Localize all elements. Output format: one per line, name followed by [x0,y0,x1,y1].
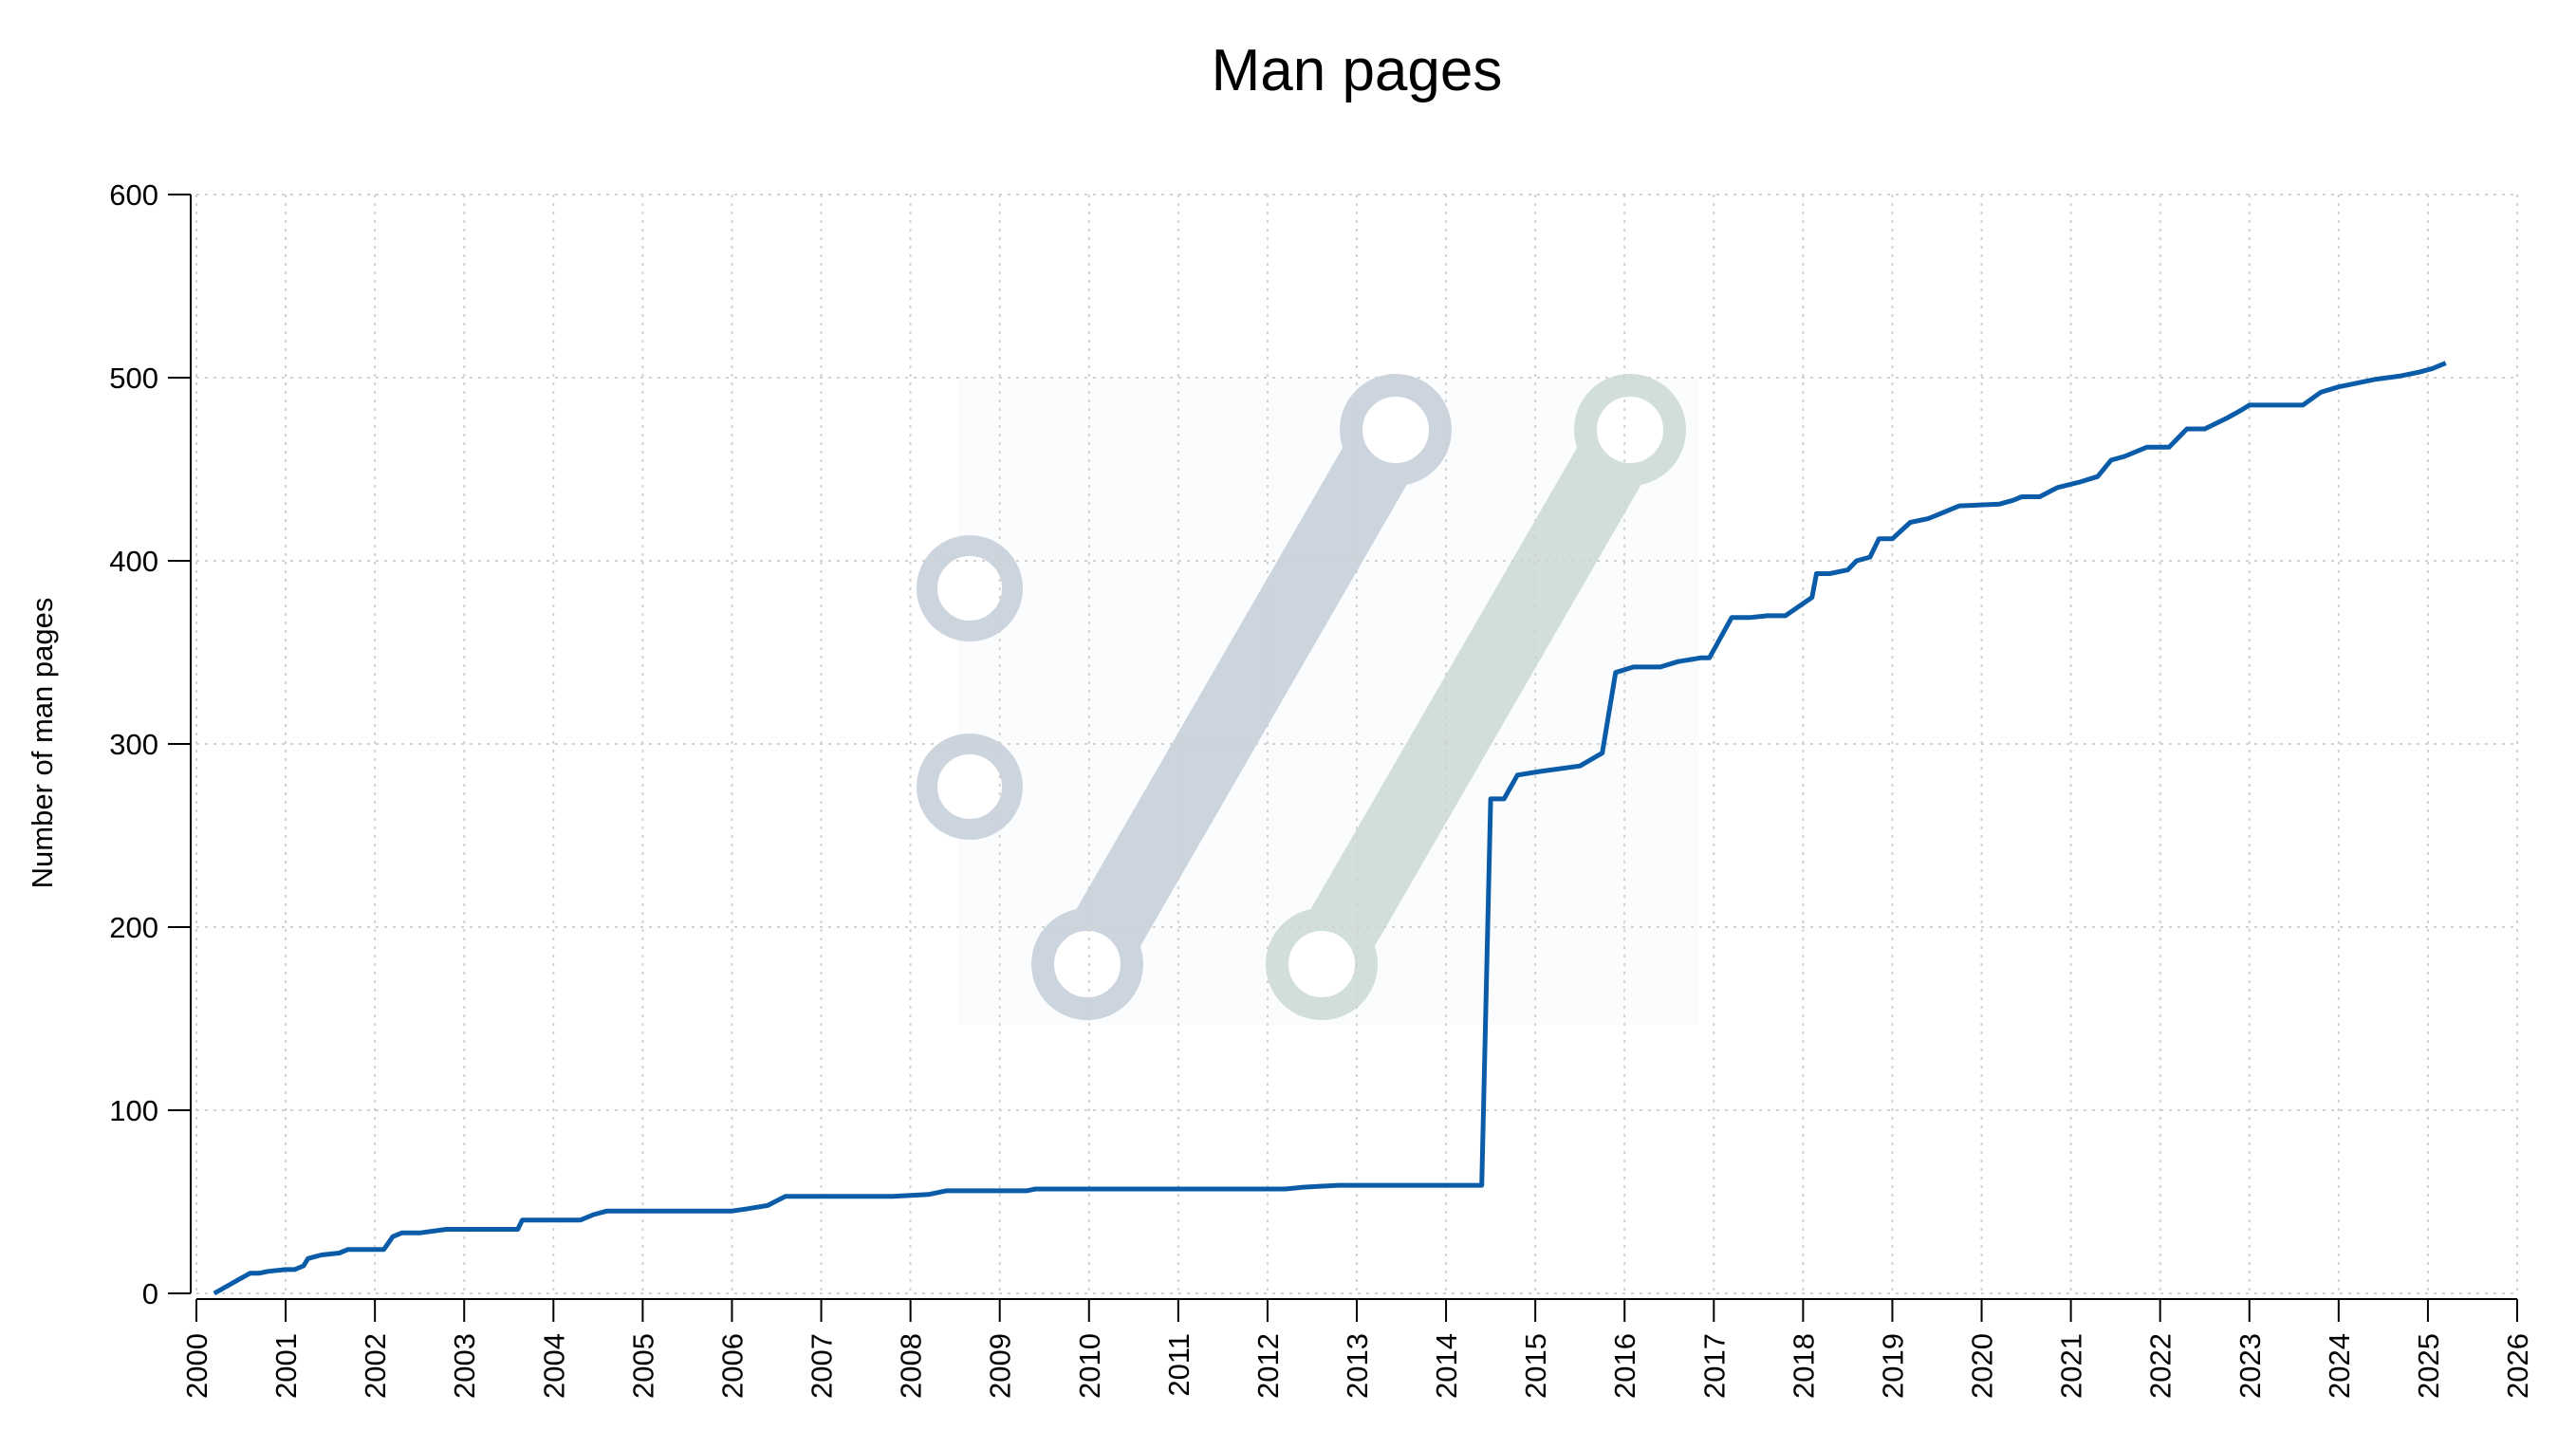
x-tick-label: 2012 [1251,1333,1285,1399]
y-tick-label: 400 [109,545,158,578]
x-tick-label: 2020 [1966,1333,1999,1399]
x-tick-label: 2004 [537,1333,570,1399]
x-tick-label: 2009 [984,1333,1017,1399]
y-axis-ticks: 0 100 200 300 400 500 600 [109,178,191,1310]
x-tick-label: 2006 [715,1333,749,1399]
grid-lines [195,194,2518,1294]
x-tick-label: 2007 [806,1333,839,1399]
x-tick-label: 2008 [895,1333,928,1399]
x-tick-label: 2014 [1430,1333,1463,1399]
x-tick-label: 2013 [1341,1333,1374,1399]
x-axis-ticks: 2000 2001 2002 2003 2004 2005 2006 2007 2008 2009… [180,1299,2534,1399]
y-tick-label: 300 [109,728,158,761]
y-tick-label: 200 [109,911,158,944]
x-tick-label: 2000 [180,1333,213,1399]
x-tick-label: 2026 [2501,1333,2534,1399]
x-tick-label: 2001 [269,1333,303,1399]
x-tick-label: 2023 [2233,1333,2267,1399]
x-tick-label: 2018 [1787,1333,1820,1399]
x-tick-label: 2021 [2055,1333,2088,1399]
x-tick-label: 2015 [1519,1333,1552,1399]
x-tick-label: 2025 [2412,1333,2445,1399]
watermark-logo [917,374,1698,1025]
y-tick-label: 0 [142,1277,158,1310]
chart-title: Man pages [1212,38,1503,103]
series-line [213,361,2447,1296]
x-tick-label: 2005 [626,1333,659,1399]
x-tick-label: 2016 [1608,1333,1641,1399]
x-tick-label: 2024 [2323,1333,2356,1399]
x-tick-label: 2002 [359,1333,392,1399]
y-tick-label: 500 [109,362,158,395]
series-layer [213,361,2447,1296]
x-tick-label: 2017 [1697,1333,1731,1399]
y-axis-label: Number of man pages [26,598,59,889]
y-tick-label: 100 [109,1094,158,1127]
y-tick-label: 600 [109,178,158,212]
x-tick-label: 2010 [1073,1333,1106,1399]
x-tick-label: 2022 [2144,1333,2178,1399]
x-tick-label: 2019 [1876,1333,1909,1399]
x-tick-label: 2011 [1162,1333,1195,1397]
x-tick-label: 2003 [448,1333,481,1399]
